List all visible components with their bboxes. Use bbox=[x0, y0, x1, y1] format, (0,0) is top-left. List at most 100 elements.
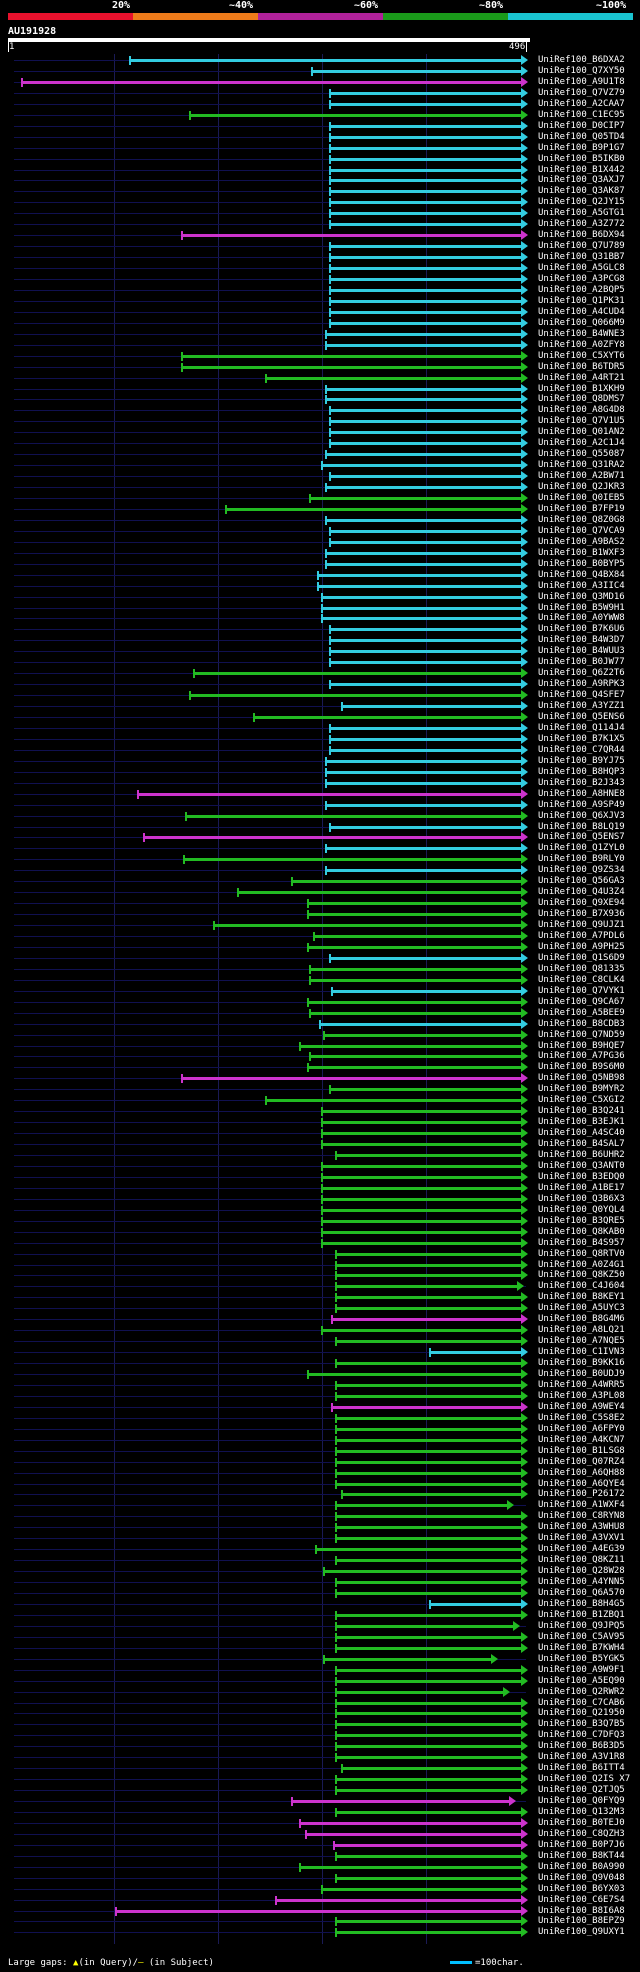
hit-row[interactable]: UniRef100_B8LQ19 bbox=[0, 822, 640, 833]
hit-bar[interactable] bbox=[336, 1450, 522, 1453]
hit-bar[interactable] bbox=[292, 1800, 510, 1803]
hit-bar[interactable] bbox=[330, 311, 522, 314]
hit-row[interactable]: UniRef100_A4EG39 bbox=[0, 1544, 640, 1555]
hit-id-link[interactable]: UniRef100_Q066M9 bbox=[538, 318, 625, 328]
hit-row[interactable]: UniRef100_A0Z4G1 bbox=[0, 1260, 640, 1271]
hit-id-link[interactable]: UniRef100_A7PG36 bbox=[538, 1051, 625, 1061]
hit-bar[interactable] bbox=[330, 475, 522, 478]
hit-row[interactable]: UniRef100_Q9CA67 bbox=[0, 997, 640, 1008]
hit-row[interactable]: UniRef100_Q7XY50 bbox=[0, 66, 640, 77]
hit-row[interactable]: UniRef100_Q6A570 bbox=[0, 1588, 640, 1599]
hit-bar[interactable] bbox=[276, 1899, 522, 1902]
hit-id-link[interactable]: UniRef100_Q7XY50 bbox=[538, 66, 625, 76]
hit-bar[interactable] bbox=[322, 1165, 522, 1168]
hit-bar[interactable] bbox=[326, 388, 522, 391]
hit-bar[interactable] bbox=[342, 1493, 522, 1496]
hit-bar[interactable] bbox=[318, 585, 522, 588]
hit-id-link[interactable]: UniRef100_B9MYR2 bbox=[538, 1084, 625, 1094]
hit-id-link[interactable]: UniRef100_Q31BB7 bbox=[538, 252, 625, 262]
hit-bar[interactable] bbox=[336, 1712, 522, 1715]
hit-bar[interactable] bbox=[336, 1614, 522, 1617]
hit-row[interactable]: UniRef100_Q05TD4 bbox=[0, 132, 640, 143]
hit-bar[interactable] bbox=[336, 1734, 522, 1737]
hit-bar[interactable] bbox=[186, 815, 522, 818]
hit-id-link[interactable]: UniRef100_B6TDR5 bbox=[538, 362, 625, 372]
hit-bar[interactable] bbox=[330, 289, 522, 292]
hit-id-link[interactable]: UniRef100_A3WHU8 bbox=[538, 1522, 625, 1532]
hit-row[interactable]: UniRef100_Q3ANT0 bbox=[0, 1161, 640, 1172]
hit-id-link[interactable]: UniRef100_A4KCN7 bbox=[538, 1435, 625, 1445]
hit-id-link[interactable]: UniRef100_C5AV95 bbox=[538, 1632, 625, 1642]
hit-id-link[interactable]: UniRef100_Q6Z2T6 bbox=[538, 668, 625, 678]
hit-id-link[interactable]: UniRef100_Q7VZ79 bbox=[538, 88, 625, 98]
hit-bar[interactable] bbox=[324, 1658, 492, 1661]
hit-id-link[interactable]: UniRef100_B8KT44 bbox=[538, 1851, 625, 1861]
hit-bar[interactable] bbox=[336, 1307, 522, 1310]
hit-bar[interactable] bbox=[308, 1373, 522, 1376]
hit-row[interactable]: UniRef100_A4KCN7 bbox=[0, 1435, 640, 1446]
hit-id-link[interactable]: UniRef100_Q3ANT0 bbox=[538, 1161, 625, 1171]
hit-bar[interactable] bbox=[330, 103, 522, 106]
hit-bar[interactable] bbox=[322, 1242, 522, 1245]
hit-id-link[interactable]: UniRef100_Q9UJZ1 bbox=[538, 920, 625, 930]
hit-id-link[interactable]: UniRef100_Q7U789 bbox=[538, 241, 625, 251]
hit-bar[interactable] bbox=[336, 1745, 522, 1748]
hit-bar[interactable] bbox=[336, 1855, 522, 1858]
hit-id-link[interactable]: UniRef100_Q8KZ50 bbox=[538, 1270, 625, 1280]
hit-bar[interactable] bbox=[330, 409, 522, 412]
hit-id-link[interactable]: UniRef100_Q81335 bbox=[538, 964, 625, 974]
hit-bar[interactable] bbox=[326, 333, 522, 336]
hit-bar[interactable] bbox=[336, 1581, 522, 1584]
hit-id-link[interactable]: UniRef100_A0Z4G1 bbox=[538, 1260, 625, 1270]
hit-row[interactable]: UniRef100_A9SP49 bbox=[0, 800, 640, 811]
hit-id-link[interactable]: UniRef100_B3EJK1 bbox=[538, 1117, 625, 1127]
hit-id-link[interactable]: UniRef100_B6ITT4 bbox=[538, 1763, 625, 1773]
hit-bar[interactable] bbox=[330, 322, 522, 325]
hit-id-link[interactable]: UniRef100_B3QRE5 bbox=[538, 1216, 625, 1226]
hit-id-link[interactable]: UniRef100_B0BYP5 bbox=[538, 559, 625, 569]
hit-bar[interactable] bbox=[306, 1833, 522, 1836]
hit-id-link[interactable]: UniRef100_Q8RTV0 bbox=[538, 1249, 625, 1259]
hit-row[interactable]: UniRef100_C1EC95 bbox=[0, 110, 640, 121]
hit-row[interactable]: UniRef100_C4J604 bbox=[0, 1281, 640, 1292]
hit-row[interactable]: UniRef100_A4SC40 bbox=[0, 1128, 640, 1139]
hit-id-link[interactable]: UniRef100_A8HNE8 bbox=[538, 789, 625, 799]
hit-bar[interactable] bbox=[326, 847, 522, 850]
hit-row[interactable]: UniRef100_Q31BB7 bbox=[0, 252, 640, 263]
hit-bar[interactable] bbox=[326, 771, 522, 774]
hit-row[interactable]: UniRef100_B3EDQ0 bbox=[0, 1172, 640, 1183]
hit-row[interactable]: UniRef100_B9P1G7 bbox=[0, 143, 640, 154]
hit-id-link[interactable]: UniRef100_A7PDL6 bbox=[538, 931, 625, 941]
hit-id-link[interactable]: UniRef100_Q6XJV3 bbox=[538, 811, 625, 821]
hit-bar[interactable] bbox=[322, 464, 522, 467]
hit-bar[interactable] bbox=[182, 234, 522, 237]
hit-row[interactable]: UniRef100_B7FP19 bbox=[0, 504, 640, 515]
hit-bar[interactable] bbox=[336, 1504, 508, 1507]
hit-id-link[interactable]: UniRef100_Q9UXY1 bbox=[538, 1927, 625, 1937]
hit-row[interactable]: UniRef100_B9S6M0 bbox=[0, 1062, 640, 1073]
hit-row[interactable]: UniRef100_Q56GA3 bbox=[0, 876, 640, 887]
hit-bar[interactable] bbox=[182, 1077, 522, 1080]
hit-row[interactable]: UniRef100_B9RLY0 bbox=[0, 854, 640, 865]
hit-id-link[interactable]: UniRef100_B1LSG8 bbox=[538, 1446, 625, 1456]
hit-bar[interactable] bbox=[330, 661, 522, 664]
hit-id-link[interactable]: UniRef100_Q1ZYL0 bbox=[538, 843, 625, 853]
hit-id-link[interactable]: UniRef100_B6UHR2 bbox=[538, 1150, 625, 1160]
hit-bar[interactable] bbox=[116, 1910, 522, 1913]
hit-row[interactable]: UniRef100_Q2RWR2 bbox=[0, 1687, 640, 1698]
hit-row[interactable]: UniRef100_Q1S6D9 bbox=[0, 953, 640, 964]
hit-id-link[interactable]: UniRef100_A8G4D8 bbox=[538, 405, 625, 415]
hit-row[interactable]: UniRef100_Q8KZ11 bbox=[0, 1555, 640, 1566]
hit-row[interactable]: UniRef100_B8I6A8 bbox=[0, 1906, 640, 1917]
hit-id-link[interactable]: UniRef100_B4SAL7 bbox=[538, 1139, 625, 1149]
hit-id-link[interactable]: UniRef100_B9RLY0 bbox=[538, 854, 625, 864]
hit-bar[interactable] bbox=[330, 267, 522, 270]
hit-bar[interactable] bbox=[330, 136, 522, 139]
hit-row[interactable]: UniRef100_A4YNN5 bbox=[0, 1577, 640, 1588]
hit-bar[interactable] bbox=[326, 486, 522, 489]
hit-row[interactable]: UniRef100_C5S8E2 bbox=[0, 1413, 640, 1424]
hit-row[interactable]: UniRef100_Q21950 bbox=[0, 1708, 640, 1719]
hit-id-link[interactable]: UniRef100_Q1PK31 bbox=[538, 296, 625, 306]
hit-id-link[interactable]: UniRef100_B3EDQ0 bbox=[538, 1172, 625, 1182]
hit-row[interactable]: UniRef100_A1WXF4 bbox=[0, 1500, 640, 1511]
